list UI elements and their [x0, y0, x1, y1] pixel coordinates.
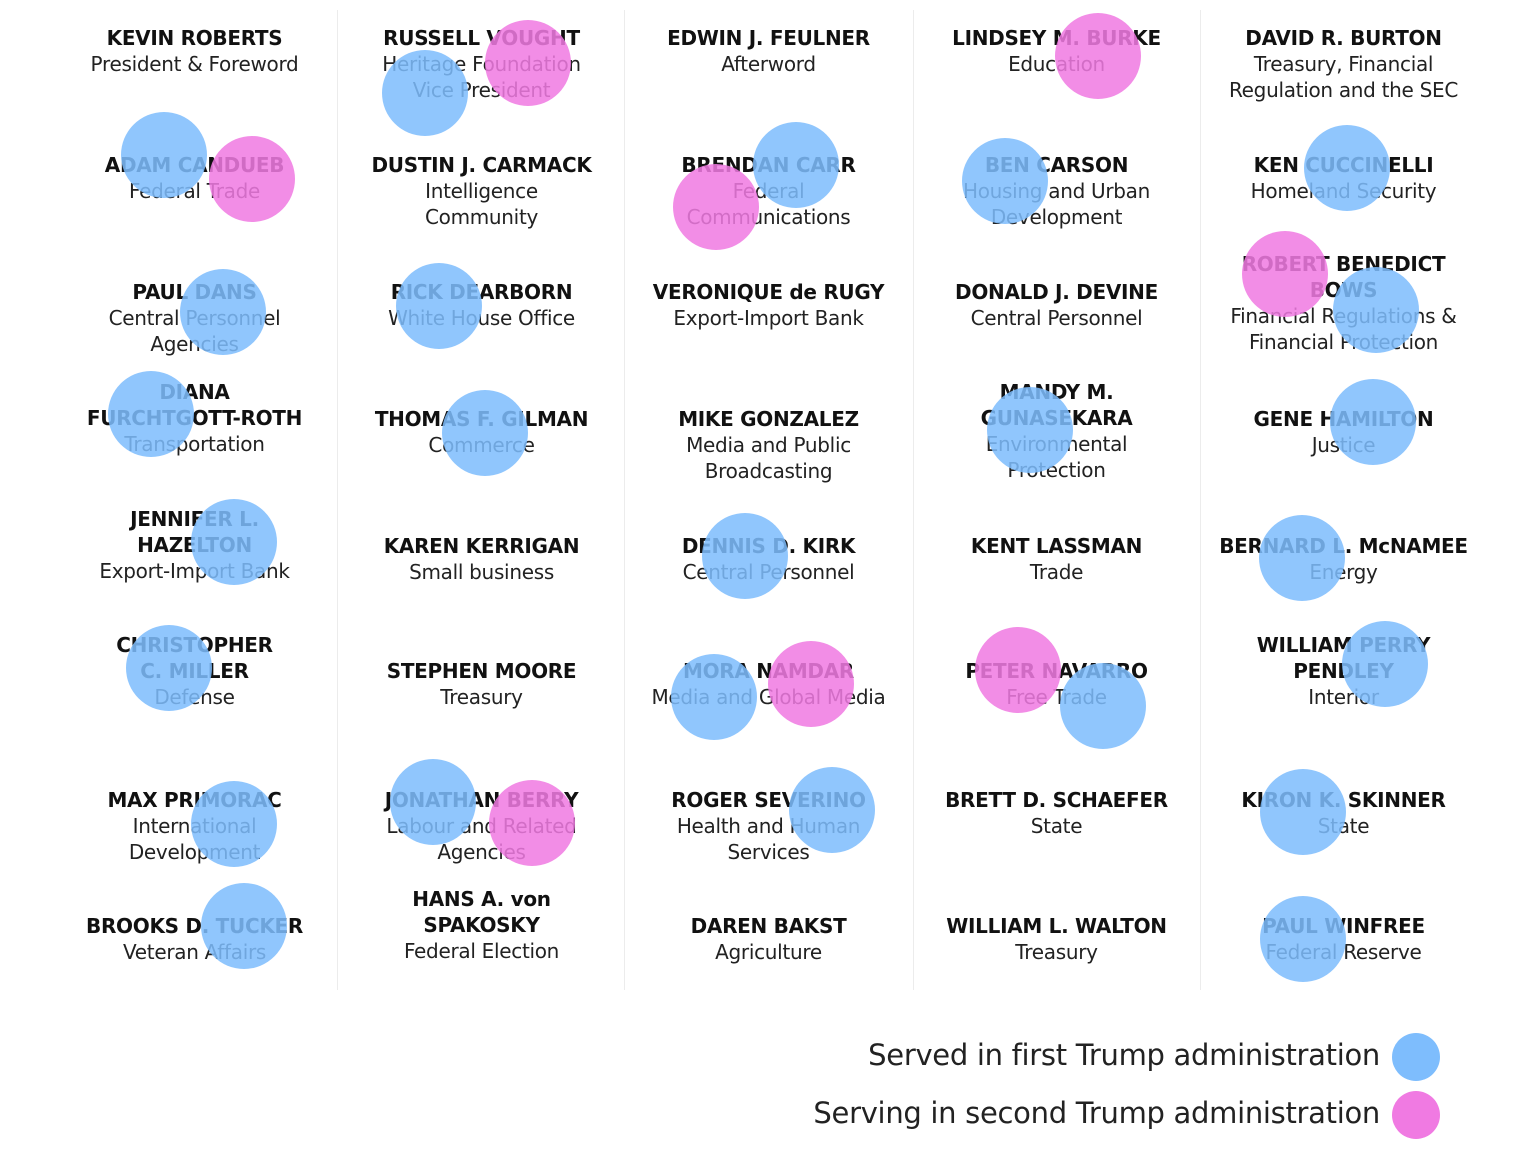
contributor-role: Interior	[1308, 685, 1379, 709]
contributor-role: Export-Import Bank	[673, 306, 864, 330]
contributor-name: JONATHAN BERRY	[384, 788, 579, 812]
first-admin-circle-icon	[1260, 769, 1346, 855]
contributor-card: KEVIN ROBERTS President & Foreword	[51, 25, 338, 77]
contributor-card: HANS A. von SPAKOSKY Federal Election	[338, 886, 625, 964]
contributor-card: STEPHEN MOORE Treasury	[338, 658, 625, 710]
first-admin-circle-icon	[1259, 515, 1345, 601]
column-divider	[337, 10, 338, 990]
contributor-card: BROOKS D. TUCKER Veteran Affairs	[51, 913, 338, 965]
first-admin-circle-icon	[201, 883, 287, 969]
contributor-name: STEPHEN MOORE	[386, 659, 577, 683]
first-admin-circle-icon	[191, 781, 277, 867]
contributor-card: DONALD J. DEVINE Central Personnel	[913, 279, 1200, 331]
first-admin-circle-icon	[442, 390, 528, 476]
contributor-role: Afterword	[721, 52, 816, 76]
contributor-role: Small business	[409, 560, 554, 584]
first-admin-circle-icon	[671, 654, 757, 740]
first-admin-circle-icon	[789, 767, 875, 853]
first-admin-circle-icon	[390, 759, 476, 845]
contributor-name: KENT LASSMAN	[970, 534, 1143, 558]
second-admin-circle-icon	[768, 641, 854, 727]
contributor-name: HANS A. von SPAKOSKY	[412, 887, 551, 937]
contributor-name: RUSSELL VOUGHT	[383, 26, 580, 50]
contributor-role: Intelligence Community	[424, 179, 539, 229]
second-admin-circle-icon	[1055, 13, 1141, 99]
contributor-role: Treasury, Financial Regulation and the S…	[1228, 52, 1458, 102]
first-admin-circle-icon	[753, 122, 839, 208]
contributor-name: KEVIN ROBERTS	[106, 26, 283, 50]
first-admin-circle-icon	[191, 499, 277, 585]
contributor-card: BEN CARSON Housing and Urban Development	[913, 152, 1200, 230]
first-admin-circle-icon	[987, 387, 1073, 473]
first-admin-circle-icon	[126, 625, 212, 711]
first-admin-circle-icon	[702, 513, 788, 599]
contributor-name: DONALD J. DEVINE	[955, 280, 1158, 304]
contributor-name: DAREN BAKST	[690, 914, 847, 938]
contributor-role: Trade	[1029, 560, 1084, 584]
contributor-card: BRETT D. SCHAEFER State	[913, 787, 1200, 839]
contributor-card: WILLIAM L. WALTON Treasury	[913, 913, 1200, 965]
contributor-role: Export-Import Bank	[99, 559, 290, 583]
contributor-role: Federal Election	[403, 939, 560, 963]
contributor-role: Central Personnel	[970, 306, 1143, 330]
contributor-role: Treasury	[440, 685, 523, 709]
first-admin-circle-icon	[382, 50, 468, 136]
first-admin-circle-icon	[396, 263, 482, 349]
contributor-card: DAREN BAKST Agriculture	[625, 913, 912, 965]
contributor-card: EDWIN J. FEULNER Afterword	[625, 25, 912, 77]
legend-second-circle-icon	[1392, 1091, 1440, 1139]
contributor-role: Treasury	[1015, 940, 1098, 964]
second-admin-circle-icon	[489, 780, 575, 866]
contributor-name: BEN CARSON	[984, 153, 1129, 177]
contributor-name: DAVID R. BURTON	[1245, 26, 1442, 50]
contributor-name: BROOKS D. TUCKER	[86, 914, 303, 938]
contributor-name: BRETT D. SCHAEFER	[945, 788, 1168, 812]
first-admin-circle-icon	[108, 371, 194, 457]
first-admin-circle-icon	[1333, 267, 1419, 353]
contributor-card: DUSTIN J. CARMACK Intelligence Community	[338, 152, 625, 230]
contributor-card: KENT LASSMAN Trade	[913, 533, 1200, 585]
contributor-name: DUSTIN J. CARMACK	[371, 153, 592, 177]
contributor-card: KAREN KERRIGAN Small business	[338, 533, 625, 585]
contributor-role: Veteran Affairs	[122, 940, 267, 964]
second-admin-circle-icon	[975, 627, 1061, 713]
column-divider	[1200, 10, 1201, 990]
contributor-role: President & Foreword	[90, 52, 299, 76]
first-admin-circle-icon	[1060, 663, 1146, 749]
contributor-name: VERONIQUE de RUGY	[652, 280, 885, 304]
contributor-role: Agriculture	[715, 940, 822, 964]
first-admin-circle-icon	[1260, 896, 1346, 982]
contributor-role: Transportation	[124, 432, 265, 456]
contributor-name: MIKE GONZALEZ	[678, 407, 859, 431]
column-divider	[913, 10, 914, 990]
contributor-name: WILLIAM L. WALTON	[946, 914, 1167, 938]
legend-first-label: Served in first Trump administration	[868, 1038, 1380, 1072]
contributor-role: Media and Public Broadcasting	[686, 433, 851, 483]
first-admin-circle-icon	[180, 269, 266, 355]
second-admin-circle-icon	[485, 20, 571, 106]
contributor-name: EDWIN J. FEULNER	[667, 26, 870, 50]
legend-second-label: Serving in second Trump administration	[813, 1096, 1380, 1130]
first-admin-circle-icon	[1330, 379, 1416, 465]
second-admin-circle-icon	[1242, 231, 1328, 317]
second-admin-circle-icon	[673, 164, 759, 250]
second-admin-circle-icon	[209, 136, 295, 222]
contributor-card: DIANA FURCHTGOTT-ROTH Transportation	[51, 379, 338, 457]
contributor-card: JONATHAN BERRY Labour and Related Agencie…	[338, 787, 625, 865]
contributor-role: State	[1030, 814, 1083, 838]
first-admin-circle-icon	[962, 138, 1048, 224]
contributor-name: KAREN KERRIGAN	[383, 534, 580, 558]
contributor-card: VERONIQUE de RUGY Export-Import Bank	[625, 279, 912, 331]
column-divider	[624, 10, 625, 990]
first-admin-circle-icon	[121, 112, 207, 198]
legend-first-circle-icon	[1392, 1033, 1440, 1081]
first-admin-circle-icon	[1342, 621, 1428, 707]
first-admin-circle-icon	[1304, 125, 1390, 211]
contributor-card: DAVID R. BURTON Treasury, Financial Regul…	[1200, 25, 1487, 103]
contributor-card: MIKE GONZALEZ Media and Public Broadcasti…	[625, 406, 912, 484]
